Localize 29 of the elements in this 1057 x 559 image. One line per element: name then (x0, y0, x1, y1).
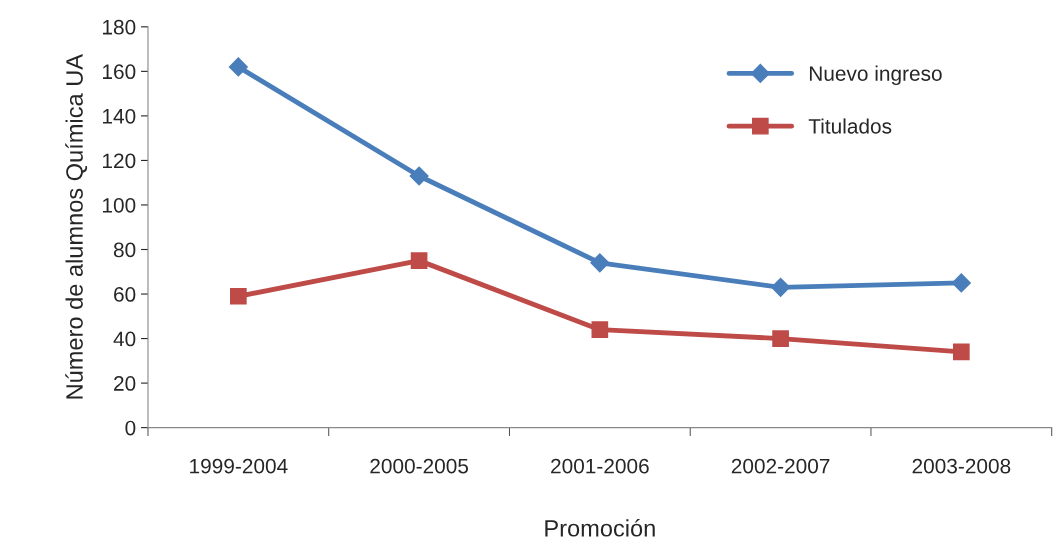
y-tick-label: 60 (114, 287, 136, 302)
point (228, 57, 248, 77)
point (409, 166, 429, 186)
x-tick-label: 2000-2005 (370, 458, 469, 474)
y-tick-label: 20 (114, 376, 136, 391)
point (591, 321, 609, 338)
y-tick-label: 120 (103, 153, 136, 169)
x-tick-label: 1999-2004 (190, 458, 288, 474)
y-axis-title: Número de alumnos Química UA (65, 54, 88, 399)
point (771, 277, 791, 297)
legend-label: Titulados (808, 118, 892, 134)
point (410, 252, 428, 269)
y-tick-label: 180 (103, 19, 136, 35)
point (953, 343, 970, 361)
y-tick-label: 160 (103, 64, 136, 80)
y-tick-label: 100 (103, 197, 136, 213)
y-tick-label: 40 (113, 331, 136, 347)
x-tick-label: 2002-2007 (731, 458, 830, 474)
x-axis-title: Promoción (545, 519, 655, 537)
y-tick-label: 80 (113, 242, 136, 258)
x-tick-label: 2001-2006 (551, 458, 649, 474)
y-tick-label: 0 (125, 420, 136, 436)
y-tick-label: 140 (103, 108, 136, 124)
x-tick-label: 2003-2008 (912, 458, 1011, 474)
point (590, 253, 610, 273)
point (951, 273, 971, 293)
point (230, 287, 247, 305)
legend-label: Nuevo ingreso (809, 65, 942, 86)
point (772, 330, 789, 347)
